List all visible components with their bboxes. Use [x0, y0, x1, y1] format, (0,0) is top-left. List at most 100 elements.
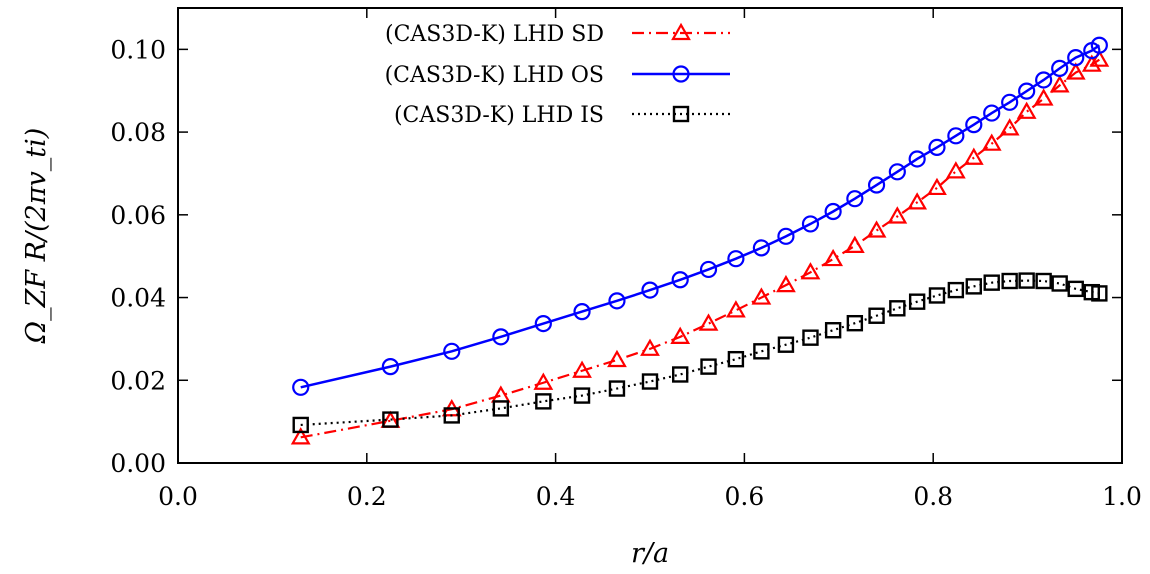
- data-point: [443, 407, 460, 424]
- data-point: [887, 206, 908, 224]
- ticks-layer: 0.0 0.2 0.4 0.6 0.8 1.0 0.00 0.02 0.04 0.06 0.08 0.…: [110, 8, 1142, 511]
- data-point: [1001, 272, 1018, 290]
- data-point: [823, 248, 844, 267]
- data-point: [928, 287, 946, 304]
- data-point: [866, 220, 887, 238]
- data-point: [867, 176, 886, 194]
- y-tick-label: 0.02: [110, 366, 166, 395]
- data-point: [868, 307, 885, 324]
- legend: (CAS3D-K) LHD SD (CAS3D-K) LHD OS (CAS3D-K…: [385, 22, 730, 128]
- data-point: [963, 147, 984, 165]
- y-tick-label: 0.08: [110, 118, 166, 147]
- data-point: [292, 416, 309, 434]
- data-point: [608, 292, 626, 310]
- data-point: [290, 427, 311, 445]
- data-point: [726, 300, 746, 318]
- data-point: [572, 360, 592, 378]
- x-tick-label: 0.0: [158, 482, 198, 511]
- data-point: [608, 380, 626, 397]
- data-point: [802, 329, 819, 346]
- data-point: [1067, 49, 1085, 67]
- series-3: [292, 272, 1108, 434]
- legend-label: (CAS3D-K) LHD SD: [385, 22, 604, 47]
- data-point: [1001, 93, 1019, 111]
- data-point: [947, 127, 965, 145]
- data-point: [381, 358, 399, 376]
- y-tick-label: 0.04: [110, 284, 166, 313]
- data-point: [670, 326, 691, 344]
- data-point: [698, 313, 719, 331]
- data-point: [1033, 88, 1054, 106]
- data-point: [672, 366, 689, 383]
- data-point: [641, 373, 659, 390]
- data-point: [801, 215, 820, 233]
- series-line: [300, 279, 1100, 427]
- plot-frame: [177, 7, 1123, 464]
- y-tick-label: 0.06: [110, 201, 166, 230]
- legend-marker: [672, 105, 690, 123]
- data-point: [751, 287, 772, 305]
- data-point: [535, 393, 552, 410]
- data-point: [573, 387, 591, 404]
- x-tick-label: 0.6: [725, 482, 765, 511]
- x-tick-label: 1.0: [1102, 482, 1142, 511]
- x-tick-label: 0.2: [347, 482, 387, 511]
- x-axis-label: r/a: [631, 538, 669, 569]
- data-point: [981, 133, 1002, 151]
- data-point: [907, 192, 928, 210]
- data-point: [824, 322, 842, 339]
- data-point: [1035, 272, 1052, 290]
- data-point: [1051, 59, 1069, 77]
- data-point: [1091, 285, 1108, 302]
- axis-labels: r/a Ω_ZF R/(2πv_ti): [21, 128, 669, 569]
- series-line: [300, 44, 1101, 389]
- data-point: [699, 260, 718, 279]
- data-point: [727, 350, 745, 368]
- data-point: [824, 202, 842, 221]
- legend-marker: [672, 65, 690, 83]
- data-point: [492, 400, 510, 417]
- data-point: [1067, 280, 1084, 298]
- data-point: [292, 378, 310, 396]
- data-point: [534, 315, 552, 333]
- data-point: [573, 303, 591, 321]
- data-point: [1089, 49, 1110, 67]
- data-point: [777, 227, 795, 245]
- data-point: [928, 138, 946, 156]
- data-point: [947, 281, 965, 299]
- data-point: [607, 349, 627, 368]
- series-layer: [290, 36, 1110, 445]
- x-tick-label: 0.8: [913, 482, 953, 511]
- data-point: [1018, 272, 1035, 289]
- data-point: [727, 250, 745, 268]
- data-point: [844, 235, 865, 253]
- data-point: [700, 358, 717, 375]
- data-point: [1018, 82, 1036, 100]
- y-tick-label: 0.00: [110, 449, 166, 478]
- data-point: [1051, 275, 1068, 292]
- data-point: [846, 314, 864, 332]
- series-2: [292, 36, 1108, 396]
- data-point: [1049, 75, 1070, 93]
- x-tick-label: 0.4: [536, 482, 576, 511]
- data-point: [1035, 71, 1053, 89]
- data-point: [983, 104, 1001, 122]
- data-point: [1016, 101, 1037, 119]
- data-point: [889, 300, 906, 317]
- legend-label: (CAS3D-K) LHD OS: [385, 63, 604, 88]
- data-point: [908, 293, 926, 310]
- data-point: [443, 342, 461, 360]
- y-axis-label: Ω_ZF R/(2πv_ti): [21, 128, 52, 345]
- data-point: [965, 278, 982, 295]
- data-point: [965, 116, 983, 134]
- data-point: [846, 190, 864, 208]
- data-point: [533, 372, 554, 390]
- data-point: [1081, 54, 1102, 72]
- data-point: [999, 118, 1020, 136]
- legend-marker: [671, 22, 691, 41]
- data-point: [1090, 36, 1108, 54]
- data-point: [776, 274, 796, 293]
- data-point: [777, 336, 795, 353]
- legend-label: (CAS3D-K) LHD IS: [394, 103, 604, 128]
